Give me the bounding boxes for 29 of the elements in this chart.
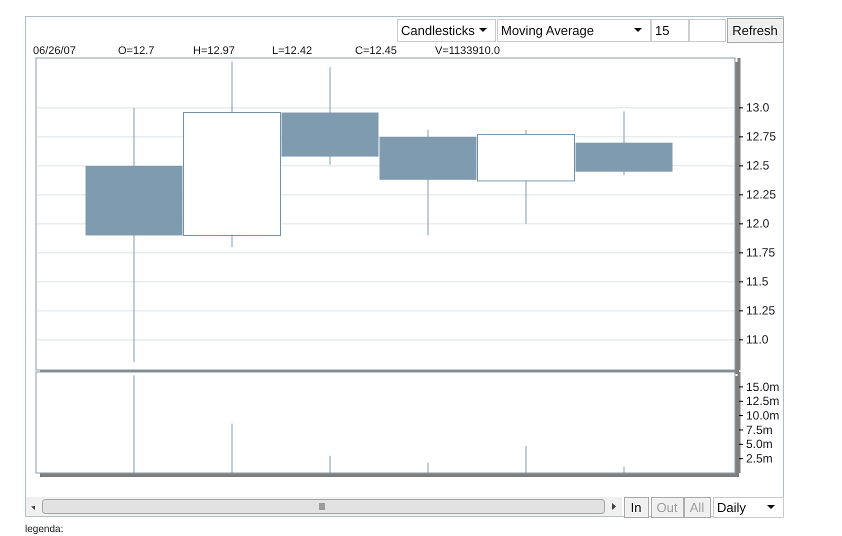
y-tick-label: 2.5m	[746, 451, 773, 466]
y-tick-label: 12.5	[746, 158, 770, 173]
y-tick-label: 12.5m	[746, 394, 780, 408]
candlestick-dropdown: Candlesticks	[397, 19, 496, 42]
text: 06/26/07	[33, 45, 76, 57]
text: legenda:	[25, 524, 64, 535]
text: L=12.42	[272, 45, 312, 57]
y-tick-label: 12.25	[746, 188, 776, 202]
refresh-button: Refresh	[727, 18, 784, 43]
text: H=12.97	[193, 45, 235, 57]
y-tick-label: 5.0m	[746, 437, 773, 452]
y-tick-label: 11.0	[746, 332, 769, 347]
y-tick-label: 12.75	[746, 130, 776, 144]
y-tick-label: 11.75	[746, 246, 776, 260]
y-tick-label: 12.0	[746, 216, 770, 231]
text: O=12.7	[118, 45, 154, 57]
zoom-out-button: Out	[651, 497, 684, 518]
y-tick-label: 15.0m	[746, 380, 780, 394]
y-tick-label: 13.0	[746, 100, 770, 115]
y-tick-label: 11.5	[746, 274, 769, 289]
indicator-dropdown: Moving Average	[497, 19, 651, 42]
text: C=12.45	[355, 45, 397, 57]
interval-dropdown: Daily	[713, 497, 784, 518]
y-tick-label: 11.25	[746, 304, 776, 318]
text: V=1133910.0	[435, 45, 500, 57]
y-tick-label: 7.5m	[746, 422, 773, 437]
y-tick-label: 10.0m	[746, 408, 780, 422]
all-button: All	[684, 497, 711, 518]
zoom-in-button: In	[624, 497, 649, 518]
